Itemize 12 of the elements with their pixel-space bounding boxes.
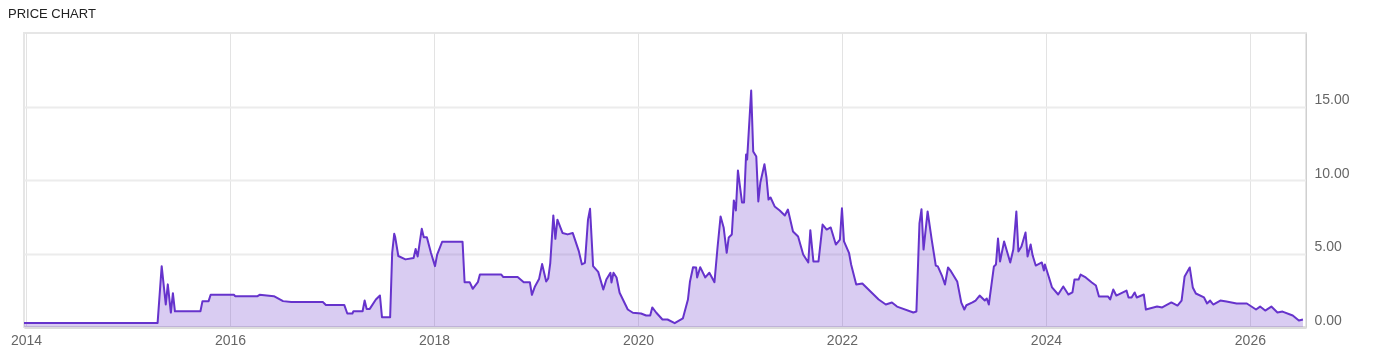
x-tick-label: 2020 [622,331,655,348]
x-tick-label: 2018 [418,331,451,348]
x-tick-label: 2014 [10,331,43,348]
x-tick-label: 2024 [1030,331,1063,348]
y-tick-label: 5.00 [1314,238,1342,254]
x-tick-label: 2016 [214,331,247,348]
chart-title: PRICE CHART [8,6,96,21]
y-tick-label: 0.00 [1314,311,1342,328]
y-tick-label: 10.00 [1314,164,1350,181]
x-tick-label: 2026 [1234,331,1267,348]
y-tick-label: 15.00 [1314,91,1350,107]
x-tick-label: 2022 [826,331,859,348]
